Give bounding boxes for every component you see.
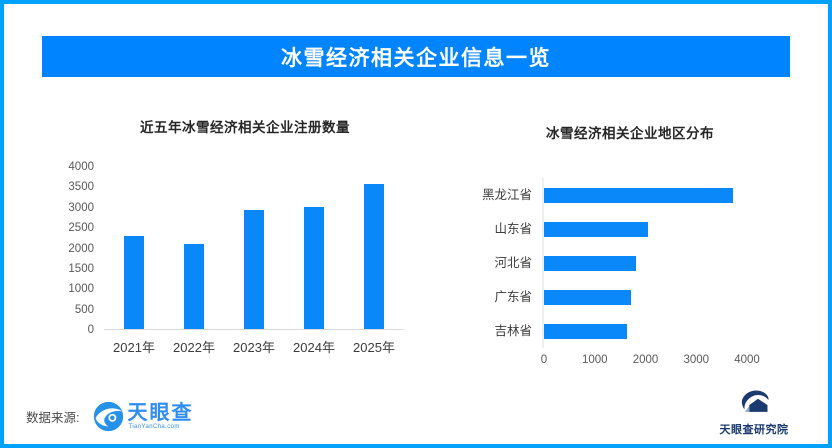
category-label: 黑龙江省 (481, 188, 532, 202)
y-tick-label: 1500 (68, 262, 94, 275)
category-label: 吉林省 (494, 324, 532, 338)
bar-column (104, 167, 164, 329)
tianyancha-logo-text-block: 天眼查 TianYanCha.com (127, 403, 193, 430)
x-category-label: 2022年 (173, 340, 215, 355)
right-chart-title: 冰雪经济相关企业地区分布 (546, 126, 714, 141)
x-tick-label: 2000 (632, 354, 659, 366)
y-tick-label: 1000 (68, 283, 94, 296)
x-category-label: 2023年 (233, 340, 275, 355)
vbar-plot (104, 167, 404, 330)
registrations-chart: 近五年冰雪经济相关企业注册数量 0 500 1000 1500 2000 2500 3000… (64, 109, 404, 368)
category-label: 广东省 (494, 290, 532, 304)
y-tick-label: 3500 (68, 181, 94, 194)
x-category-label: 2021年 (113, 340, 155, 355)
tianyancha-logo-name: 天眼查 (127, 402, 194, 424)
bar-row (544, 314, 745, 348)
hbar-plot (542, 178, 745, 348)
bar-2021年 (124, 235, 144, 329)
institute-label: 天眼查研究院 (719, 424, 789, 436)
charts-row: 近五年冰雪经济相关企业注册数量 0 500 1000 1500 2000 2500 3000… (4, 109, 794, 368)
hbar-labels: 黑龙江省山东省河北省广东省吉林省 (464, 178, 542, 368)
x-tick-label: 4000 (734, 354, 760, 366)
vertical-bar-chart: 0 500 1000 1500 2000 2500 3000 3500 4000 2021年 20… (64, 161, 404, 356)
page-title-banner: 冰雪经济相关企业信息一览 (42, 36, 790, 77)
bar-column (164, 167, 224, 329)
bar-column (224, 167, 284, 329)
tianyancha-institute-icon (741, 390, 769, 412)
page-title: 冰雪经济相关企业信息一览 (281, 46, 551, 70)
category-label: 山东省 (494, 222, 532, 236)
bar-山东省 (544, 221, 648, 237)
bar-2022年 (184, 243, 204, 329)
y-tick-label: 4000 (68, 161, 94, 173)
bar-2024年 (304, 206, 324, 329)
vbar-plot-area: 2021年 2022年 2023年 2024年 2025年 (104, 167, 404, 356)
bar-column (344, 167, 404, 329)
x-tick-label: 3000 (683, 354, 710, 366)
data-source-label: 数据来源: (26, 411, 80, 425)
y-tick-label: 2000 (68, 242, 94, 255)
tianyancha-eye-icon (94, 401, 124, 432)
vbar-yaxis: 0 500 1000 1500 2000 2500 3000 3500 4000 (64, 161, 104, 336)
region-chart: 冰雪经济相关企业地区分布 黑龙江省山东省河北省广东省吉林省 0 1000 2000 3… (464, 109, 794, 368)
category-label: 河北省 (494, 256, 532, 270)
bar-广东省 (544, 289, 631, 305)
bar-河北省 (544, 255, 637, 271)
y-tick-label: 2500 (68, 222, 94, 235)
x-category-label: 2024年 (293, 340, 335, 355)
hbar-plot-area: 0 1000 2000 3000 4000 (540, 178, 760, 368)
bar-2023年 (244, 209, 264, 329)
bar-row (544, 212, 745, 246)
left-chart-title: 近五年冰雪经济相关企业注册数量 (140, 120, 350, 135)
x-category-label: 2025年 (353, 340, 395, 355)
bar-吉林省 (544, 323, 627, 339)
bar-row (544, 280, 745, 314)
y-tick-label: 500 (74, 303, 94, 316)
x-tick-label: 0 (540, 354, 548, 366)
bar-column (284, 167, 344, 329)
bar-row (544, 246, 745, 280)
bar-黑龙江省 (544, 187, 733, 203)
hbar-xaxis: 0 1000 2000 3000 4000 (540, 354, 760, 368)
data-source: 数据来源: 天眼查 TianYanCha.com (26, 401, 193, 432)
tianyancha-logo: 天眼查 TianYanCha.com (93, 401, 193, 432)
y-tick-label: 0 (87, 324, 94, 336)
y-tick-label: 3000 (68, 201, 94, 214)
x-tick-label: 1000 (581, 354, 608, 366)
tianyancha-logo-subtext: TianYanCha.com (128, 424, 180, 430)
horizontal-bar-chart: 黑龙江省山东省河北省广东省吉林省 0 1000 2000 3000 4000 (464, 178, 794, 368)
bar-2025年 (364, 184, 384, 329)
vbar-xlabels: 2021年 2022年 2023年 2024年 2025年 (104, 337, 404, 356)
bar-row (544, 178, 745, 212)
institute-logo: 天眼查研究院 (708, 388, 800, 437)
